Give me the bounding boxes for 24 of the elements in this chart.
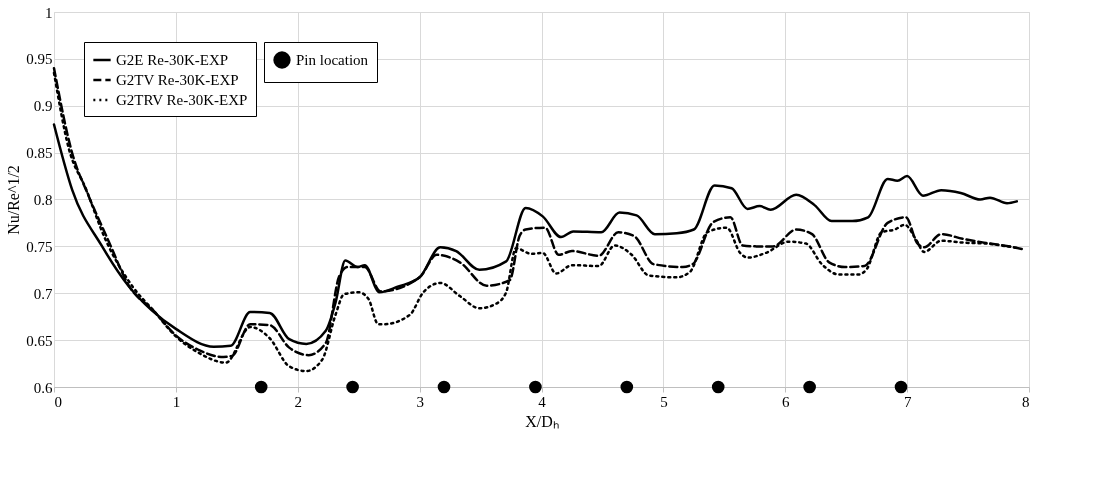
x-tick-label: 6: [782, 393, 790, 410]
y-tick-label: 0.9: [33, 98, 53, 115]
x-tick-label: 5: [660, 393, 668, 410]
y-axis-title: Nu/Re^1/2: [5, 165, 23, 235]
y-tick-label: 0.8: [33, 192, 53, 208]
y-tick-label: 0.65: [26, 332, 53, 349]
legend-label: G2TV Re-30K-EXP: [116, 72, 239, 88]
x-tick-label: 4: [538, 393, 547, 410]
x-tick-label: 2: [294, 393, 302, 410]
x-tick-label: 1: [172, 393, 181, 410]
y-tick-label: 0.75: [26, 238, 53, 255]
legend-label: Pin location: [296, 52, 369, 68]
y-tick-label: 0.95: [26, 51, 53, 68]
y-tick-label: 0.7: [33, 285, 53, 302]
x-tick-label: 8: [1022, 393, 1030, 410]
legend-label: G2TRV Re-30K-EXP: [116, 92, 248, 108]
legend-label: G2E Re-30K-EXP: [116, 52, 229, 68]
x-axis-title: X/Dₕ: [525, 412, 559, 430]
y-tick-label: 0.85: [26, 145, 53, 162]
x-tick-label: 3: [416, 393, 424, 410]
y-tick-label: 0.6: [33, 379, 53, 396]
y-tick-label: 1: [45, 4, 53, 21]
x-tick-label: 0: [54, 393, 62, 410]
x-tick-label: 7: [903, 393, 912, 410]
